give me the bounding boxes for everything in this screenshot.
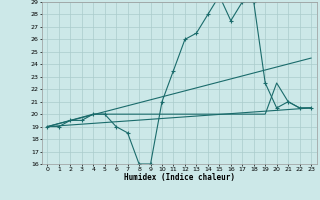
X-axis label: Humidex (Indice chaleur): Humidex (Indice chaleur) <box>124 173 235 182</box>
